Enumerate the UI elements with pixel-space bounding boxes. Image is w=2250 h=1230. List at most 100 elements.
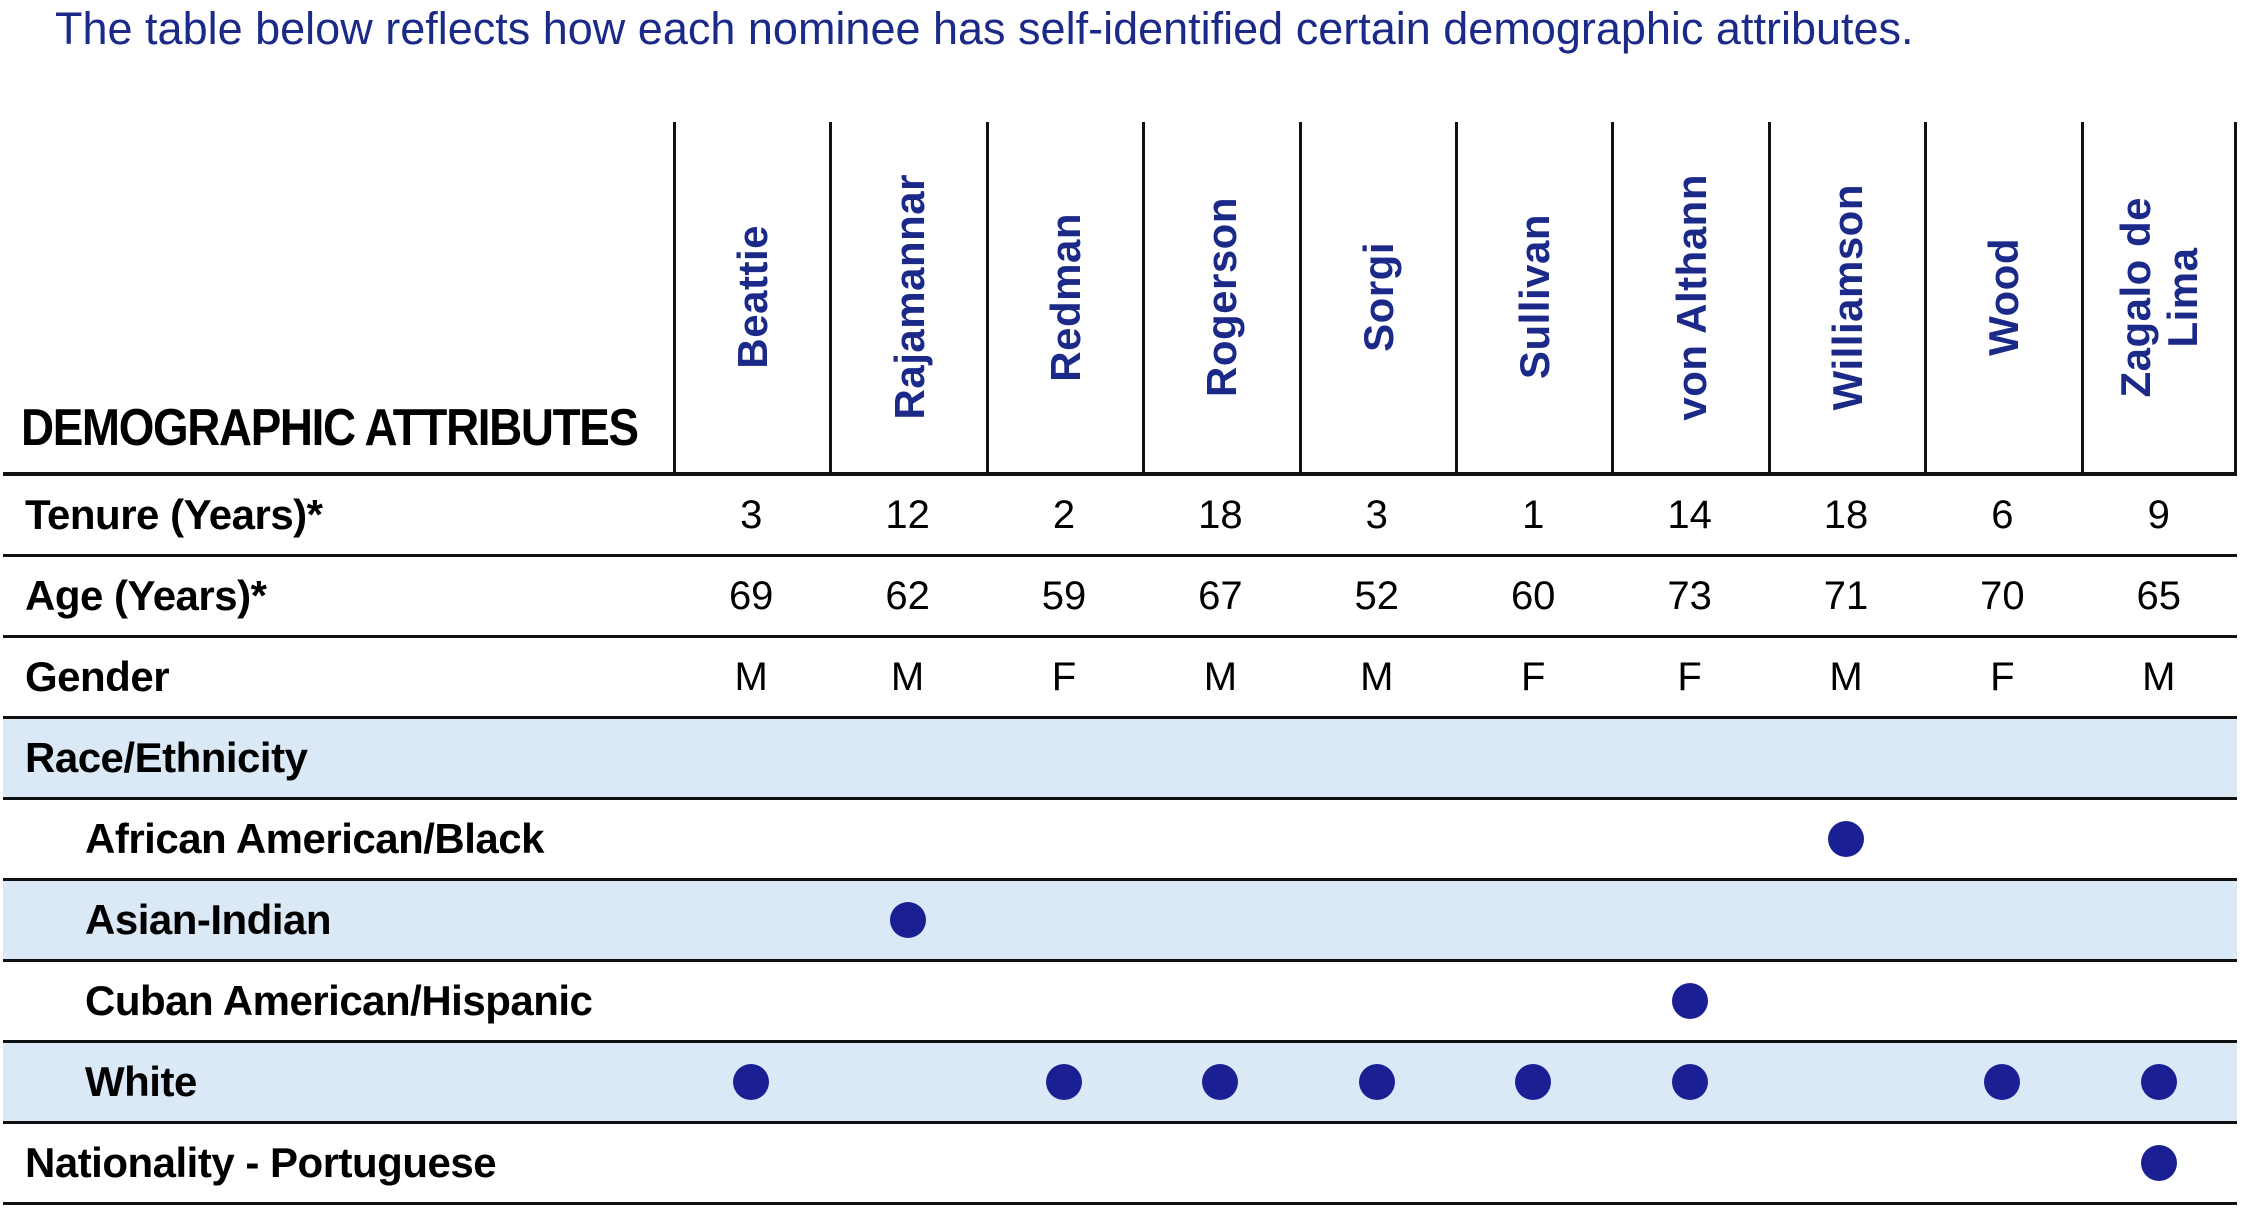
value-cell: 2 (1052, 492, 1076, 537)
dot-cell (1611, 1124, 1767, 1202)
row-label: Asian-Indian (85, 896, 332, 943)
selection-dot-icon (1358, 1064, 1395, 1100)
dot-cell (2081, 1124, 2237, 1202)
value-cell (986, 719, 1142, 797)
dot-cell (829, 1043, 985, 1121)
dot-cell (986, 1043, 1142, 1121)
dot-cell (986, 1124, 1142, 1202)
selection-dot-icon (2140, 1064, 2177, 1100)
selection-dot-icon (889, 902, 926, 938)
selection-dot-icon (1515, 1064, 1552, 1100)
dot-cell (1611, 1043, 1767, 1121)
nominee-header-cell: Wood (1924, 122, 2080, 472)
value-cell: F (1520, 654, 1546, 699)
value-cell: F (1677, 654, 1702, 699)
dot-cell (673, 800, 829, 878)
value-cell (2081, 719, 2237, 797)
dot-cell (1768, 962, 1924, 1040)
dot-cell (2081, 881, 2237, 959)
value-cell (1768, 719, 1924, 797)
dot-cell (673, 1043, 829, 1121)
table-row: White (3, 1043, 2237, 1124)
dot-cell (1924, 800, 2080, 878)
dot-cell (673, 962, 829, 1040)
value-cell: F (1990, 654, 2015, 699)
table-body: Tenure (Years)* 3 12 2 18 3 1 14 18 6 9 Age (Years)… (3, 476, 2237, 1205)
row-label: White (85, 1058, 197, 1105)
dot-cell (1611, 962, 1767, 1040)
row-label: Race/Ethnicity (25, 734, 308, 781)
row-label: Age (Years)* (25, 572, 267, 619)
dot-cell (1768, 1043, 1924, 1121)
dot-cell (1142, 962, 1298, 1040)
row-label: Cuban American/Hispanic (85, 977, 593, 1024)
value-cell: M (1203, 654, 1238, 699)
table-row: Nationality - Portuguese (3, 1124, 2237, 1205)
value-cell: M (734, 654, 768, 699)
nominee-name: Zagalo de Lima (2111, 196, 2206, 398)
dot-cell (1142, 1043, 1298, 1121)
value-cell: 60 (1510, 573, 1556, 618)
nominee-name: von Althann (1667, 173, 1715, 421)
value-cell (673, 719, 829, 797)
nominee-header-cell: Williamson (1767, 122, 1924, 472)
table-row: African American/Black (3, 800, 2237, 881)
nominee-header-cell: Zagalo de Lima (2080, 122, 2237, 472)
value-cell: 12 (885, 492, 930, 537)
row-label: Tenure (Years)* (25, 491, 323, 538)
demographics-table: DEMOGRAPHIC ATTRIBUTES Beattie Rajamannar… (3, 122, 2237, 1205)
dot-cell (1924, 962, 2080, 1040)
value-cell: 70 (1980, 573, 2025, 618)
dot-cell (1924, 881, 2080, 959)
value-cell: 3 (1365, 492, 1388, 537)
dot-cell (986, 962, 1142, 1040)
value-cell: M (1360, 654, 1394, 699)
nominee-name: Rajamannar (885, 174, 933, 420)
value-cell: M (1829, 654, 1863, 699)
value-cell: 59 (1041, 573, 1087, 618)
dot-cell (1455, 1043, 1611, 1121)
nominee-header-cell: Redman (985, 122, 1142, 472)
value-cell: 9 (2147, 492, 2170, 537)
selection-dot-icon (1202, 1064, 1239, 1100)
dot-cell (1299, 1124, 1455, 1202)
value-cell: 1 (1522, 492, 1545, 537)
value-cell: 52 (1354, 573, 1400, 618)
dot-cell (1455, 1124, 1611, 1202)
value-cell: 65 (2136, 573, 2182, 618)
dot-cell (1142, 881, 1298, 959)
value-cell (1299, 719, 1455, 797)
value-cell: 69 (728, 573, 774, 618)
dot-cell (1299, 800, 1455, 878)
dot-cell (1299, 1043, 1455, 1121)
selection-dot-icon (2140, 1145, 2177, 1181)
value-cell: M (2142, 654, 2176, 699)
value-cell (1455, 719, 1611, 797)
dot-cell (1142, 800, 1298, 878)
dot-cell (829, 881, 985, 959)
nominee-header-row: DEMOGRAPHIC ATTRIBUTES Beattie Rajamannar… (3, 122, 2237, 476)
nominee-header-cell: von Althann (1611, 122, 1767, 472)
nominee-header-cell: Beattie (673, 122, 829, 472)
value-cell: 71 (1823, 573, 1869, 618)
dot-cell (1768, 881, 1924, 959)
dot-cell (829, 1124, 985, 1202)
dot-cell (986, 800, 1142, 878)
table-row: Tenure (Years)* 3 12 2 18 3 1 14 18 6 9 (3, 476, 2237, 557)
value-cell (1142, 719, 1298, 797)
dot-cell (986, 881, 1142, 959)
value-cell: 18 (1198, 492, 1243, 537)
page-title: The table below reflects how each nomine… (55, 3, 1914, 54)
dot-cell (1611, 881, 1767, 959)
dot-cell (1455, 881, 1611, 959)
dot-cell (1924, 1124, 2080, 1202)
dot-cell (1924, 1043, 2080, 1121)
value-cell: F (1051, 654, 1077, 699)
value-cell: 62 (885, 573, 930, 618)
corner-label: DEMOGRAPHIC ATTRIBUTES (21, 399, 639, 457)
selection-dot-icon (733, 1064, 770, 1100)
dot-cell (1455, 800, 1611, 878)
nominee-name: Sullivan (1511, 214, 1559, 380)
nominee-name: Beattie (729, 225, 777, 369)
